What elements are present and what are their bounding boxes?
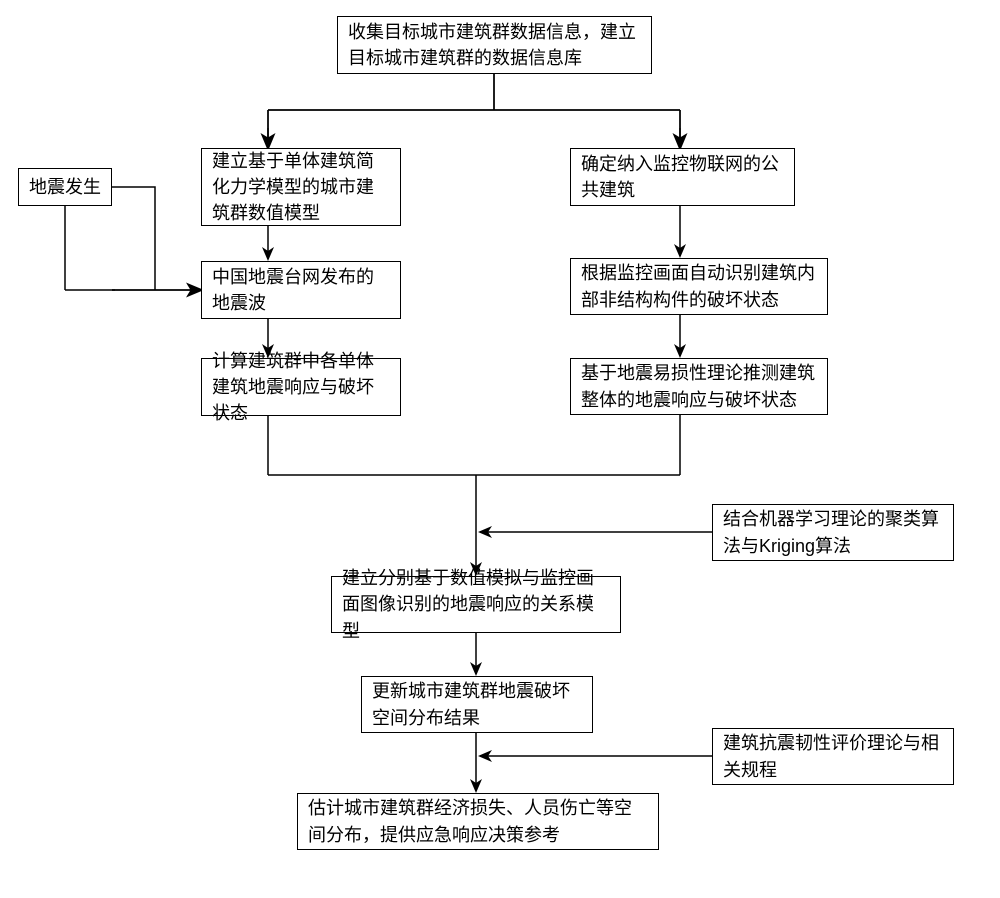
node-label: 结合机器学习理论的聚类算法与Kriging算法 bbox=[723, 506, 943, 558]
node-label: 根据监控画面自动识别建筑内部非结构构件的破坏状态 bbox=[581, 260, 817, 312]
node-label: 计算建筑群中各单体建筑地震响应与破坏状态 bbox=[212, 348, 390, 426]
node-numerical-model: 建立基于单体建筑简化力学模型的城市建筑群数值模型 bbox=[201, 148, 401, 226]
node-collect-data: 收集目标城市建筑群数据信息，建立目标城市建筑群的数据信息库 bbox=[337, 16, 652, 74]
node-label: 基于地震易损性理论推测建筑整体的地震响应与破坏状态 bbox=[581, 360, 817, 412]
node-resilience-theory: 建筑抗震韧性评价理论与相关规程 bbox=[712, 728, 954, 785]
node-auto-recognize-damage: 根据监控画面自动识别建筑内部非结构构件的破坏状态 bbox=[570, 258, 828, 315]
node-public-buildings: 确定纳入监控物联网的公共建筑 bbox=[570, 148, 795, 206]
node-label: 确定纳入监控物联网的公共建筑 bbox=[581, 151, 784, 203]
node-label: 更新城市建筑群地震破坏空间分布结果 bbox=[372, 678, 582, 730]
node-update-distribution: 更新城市建筑群地震破坏空间分布结果 bbox=[361, 676, 593, 733]
node-label: 建立分别基于数值模拟与监控画面图像识别的地震响应的关系模型 bbox=[342, 565, 610, 643]
node-label: 建立基于单体建筑简化力学模型的城市建筑群数值模型 bbox=[212, 148, 390, 226]
node-seismic-wave: 中国地震台网发布的地震波 bbox=[201, 261, 401, 319]
node-clustering-kriging: 结合机器学习理论的聚类算法与Kriging算法 bbox=[712, 504, 954, 561]
node-label: 估计城市建筑群经济损失、人员伤亡等空间分布，提供应急响应决策参考 bbox=[308, 795, 648, 847]
node-vulnerability-theory: 基于地震易损性理论推测建筑整体的地震响应与破坏状态 bbox=[570, 358, 828, 415]
node-label: 地震发生 bbox=[29, 174, 101, 200]
node-label: 收集目标城市建筑群数据信息，建立目标城市建筑群的数据信息库 bbox=[348, 19, 641, 71]
node-estimate-loss: 估计城市建筑群经济损失、人员伤亡等空间分布，提供应急响应决策参考 bbox=[297, 793, 659, 850]
node-compute-response: 计算建筑群中各单体建筑地震响应与破坏状态 bbox=[201, 358, 401, 416]
node-relationship-model: 建立分别基于数值模拟与监控画面图像识别的地震响应的关系模型 bbox=[331, 576, 621, 633]
node-earthquake-occurs: 地震发生 bbox=[18, 168, 112, 206]
node-label: 中国地震台网发布的地震波 bbox=[212, 264, 390, 316]
node-label: 建筑抗震韧性评价理论与相关规程 bbox=[723, 730, 943, 782]
